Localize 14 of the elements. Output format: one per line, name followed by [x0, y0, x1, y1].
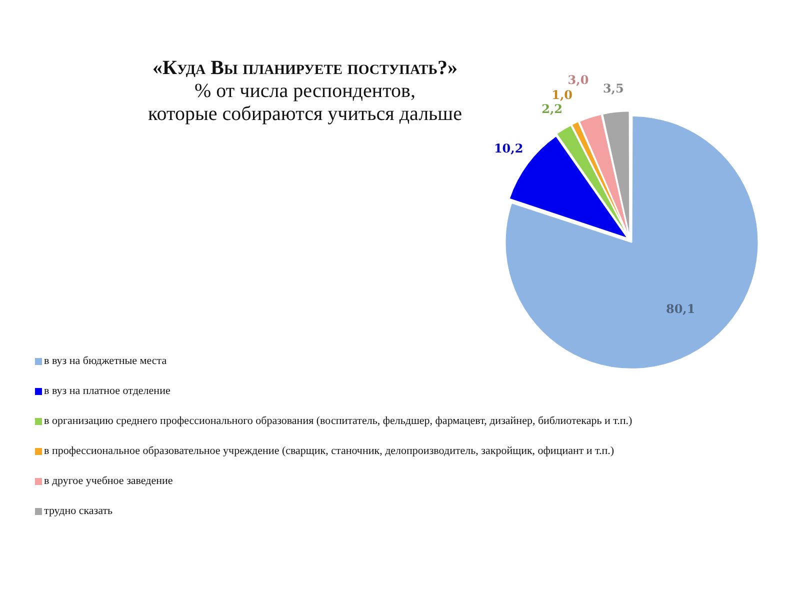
data-label: 3,5: [602, 82, 624, 96]
text: % от числа респондентов, которые собираются учиться дальше: [147, 80, 463, 126]
legend-label: в другое учебное заведение: [44, 475, 173, 487]
chart-title: «Куда Вы планируете поступать?»: [152, 56, 458, 80]
data-label: 2,2: [542, 102, 563, 116]
data-label: 1,0: [552, 88, 573, 102]
legend-label: в организацию среднего профессионального образования (воспитатель, фельдшер, фармацевт, дизайнер, библиотекарь и т.п.): [44, 415, 632, 427]
data-label: 10,2: [494, 142, 524, 156]
data-label: 3,0: [568, 72, 589, 87]
legend-label: в профессиональное образовательное учреждение (сварщик, станочник, делопроизводитель, закройщик, официант и т.п.): [44, 445, 614, 457]
legend-label: в вуз на бюджетные места: [44, 355, 167, 367]
legend-label: трудно сказать: [44, 505, 113, 517]
data-label: 80,1: [666, 302, 696, 316]
legend-label: в вуз на платное отделение: [44, 385, 170, 397]
